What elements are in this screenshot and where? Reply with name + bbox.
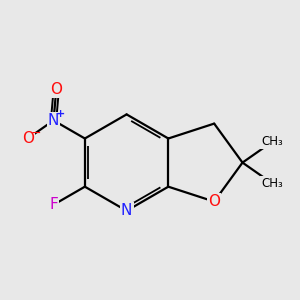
Text: +: +	[56, 109, 65, 119]
Text: N: N	[48, 113, 59, 128]
Text: −: −	[30, 127, 41, 140]
Text: O: O	[208, 194, 220, 209]
Text: N: N	[121, 203, 132, 218]
Text: O: O	[22, 131, 34, 146]
Text: F: F	[49, 197, 58, 212]
Text: CH₃: CH₃	[261, 135, 283, 148]
Text: O: O	[50, 82, 62, 97]
Text: CH₃: CH₃	[261, 177, 283, 190]
